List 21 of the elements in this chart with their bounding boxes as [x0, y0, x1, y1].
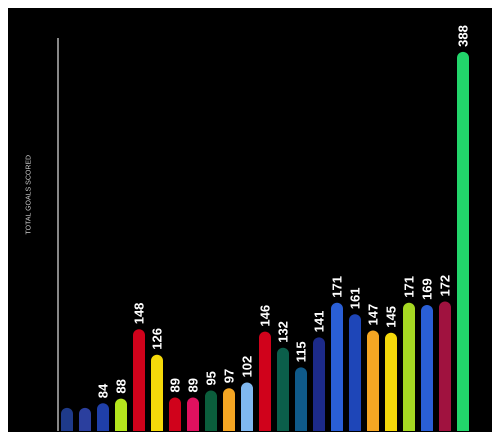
data-label: 126	[150, 328, 164, 350]
data-label: 132	[276, 321, 290, 343]
data-label: 115	[294, 341, 308, 362]
data-label: 89	[168, 378, 182, 392]
data-label: 102	[240, 356, 254, 378]
data-label: 88	[114, 379, 128, 394]
data-label: 145	[384, 306, 398, 328]
data-label: 146	[258, 304, 272, 327]
data-label: 89	[186, 378, 200, 392]
data-label: 388	[456, 25, 470, 47]
data-label: 141	[312, 310, 326, 332]
data-label: 147	[366, 304, 380, 326]
data-label: 84	[96, 383, 110, 398]
data-label: 148	[132, 302, 146, 324]
data-label: 172	[438, 274, 452, 297]
data-label: 161	[348, 288, 362, 310]
data-label: 171	[402, 276, 416, 298]
data-label: 171	[330, 276, 344, 298]
data-label: 97	[222, 368, 236, 384]
data-label: 169	[420, 278, 434, 300]
data-label: 95	[204, 371, 218, 386]
